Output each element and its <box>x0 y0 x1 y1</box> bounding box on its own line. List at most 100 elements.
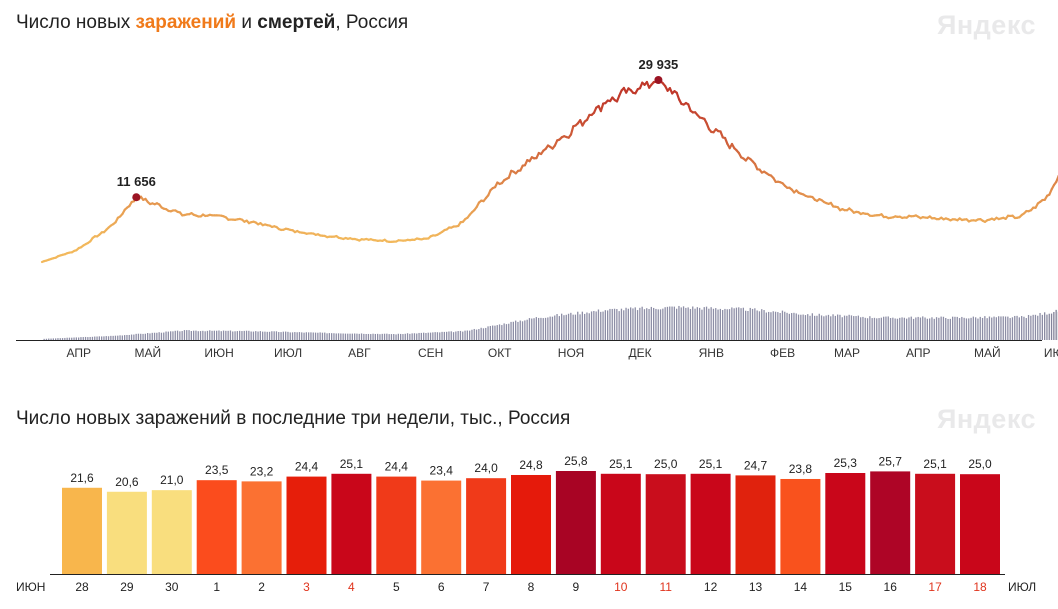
death-bar <box>508 323 510 340</box>
day-bar <box>870 471 911 574</box>
death-bar <box>423 332 425 340</box>
death-bar <box>360 333 363 340</box>
death-bar <box>478 329 480 340</box>
death-bar <box>183 330 186 340</box>
bar-value-label: 25,1 <box>923 457 947 471</box>
death-bar <box>855 316 857 340</box>
death-bar <box>443 331 445 340</box>
death-bar <box>222 330 225 340</box>
bar-value-label: 24,4 <box>385 460 409 474</box>
death-bar <box>335 333 337 340</box>
day-tick-label: 8 <box>528 580 535 594</box>
death-bar <box>331 333 333 340</box>
death-bar <box>301 332 303 340</box>
death-bar <box>462 331 464 340</box>
day-bar <box>645 474 686 574</box>
death-bar <box>807 314 809 340</box>
death-bar <box>498 324 501 340</box>
death-bar <box>756 310 758 340</box>
death-bar <box>623 310 625 340</box>
day-bar <box>286 476 327 574</box>
death-bar <box>135 333 137 340</box>
death-bar <box>830 316 832 340</box>
death-bar <box>1034 314 1037 340</box>
death-bar <box>473 328 475 340</box>
death-bar <box>1037 315 1039 340</box>
death-bar <box>370 334 372 340</box>
death-bar <box>595 311 597 340</box>
death-bar <box>627 308 629 340</box>
death-bar <box>931 317 933 340</box>
death-bar <box>273 331 275 340</box>
death-bar <box>344 333 347 340</box>
death-bar <box>317 332 319 340</box>
death-bar <box>625 307 627 340</box>
death-bar <box>963 317 965 340</box>
death-bar <box>993 316 995 340</box>
death-bar <box>853 316 855 340</box>
death-bar <box>613 308 616 340</box>
death-bar <box>114 335 117 340</box>
death-bar <box>388 334 390 340</box>
death-bar <box>324 332 326 340</box>
death-bar <box>199 331 202 340</box>
death-bar <box>958 318 961 340</box>
death-bar <box>653 307 655 340</box>
death-bar <box>922 316 924 340</box>
month-tick-label: НОЯ <box>558 346 584 360</box>
death-bar <box>926 318 928 340</box>
month-tick-label: ДЕК <box>628 346 651 360</box>
day-tick-label: 1 <box>213 580 220 594</box>
death-bar <box>924 317 926 340</box>
death-bar <box>124 335 126 340</box>
death-bar <box>103 336 105 340</box>
death-bar <box>133 334 135 340</box>
death-bar <box>68 337 71 340</box>
death-bar <box>374 333 376 340</box>
death-bar <box>275 331 278 340</box>
day-bar <box>151 490 192 574</box>
death-bar <box>547 317 549 340</box>
death-bar <box>312 332 314 340</box>
death-bar <box>436 332 439 340</box>
death-bar <box>956 316 958 340</box>
death-bar <box>165 331 167 340</box>
death-bar <box>710 307 712 340</box>
death-bar <box>800 314 802 340</box>
death-bar <box>535 317 537 340</box>
death-bar <box>774 311 777 340</box>
death-bar <box>245 330 248 340</box>
death-bar <box>866 318 869 340</box>
death-bar <box>655 308 657 340</box>
death-bar <box>786 312 788 340</box>
death-bar <box>485 327 487 340</box>
death-bar <box>110 335 112 340</box>
death-bar <box>112 335 114 340</box>
death-bar <box>229 330 232 340</box>
death-bar <box>848 314 850 340</box>
month-tick-label: ФЕВ <box>770 346 795 360</box>
death-bar <box>823 316 825 340</box>
death-bar <box>609 308 611 340</box>
death-bar <box>726 309 728 340</box>
death-bar <box>176 330 179 340</box>
death-bar <box>526 319 528 340</box>
death-bar <box>264 331 266 340</box>
death-bar <box>73 337 75 340</box>
death-bar <box>163 332 165 340</box>
death-bar <box>938 317 940 340</box>
death-bar <box>278 332 280 340</box>
day-tick-label: 29 <box>120 580 134 594</box>
day-tick-label: 30 <box>165 580 179 594</box>
death-bar <box>802 314 804 340</box>
bar-value-label: 21,0 <box>160 473 184 487</box>
death-bar <box>719 308 721 340</box>
death-bar <box>607 310 609 340</box>
day-bar <box>780 478 821 574</box>
title-infections-word: заражений <box>135 12 237 33</box>
death-bar <box>949 318 951 340</box>
death-bar <box>204 331 206 340</box>
death-bar <box>52 338 54 340</box>
death-bar <box>887 316 889 340</box>
death-bar <box>636 310 639 340</box>
